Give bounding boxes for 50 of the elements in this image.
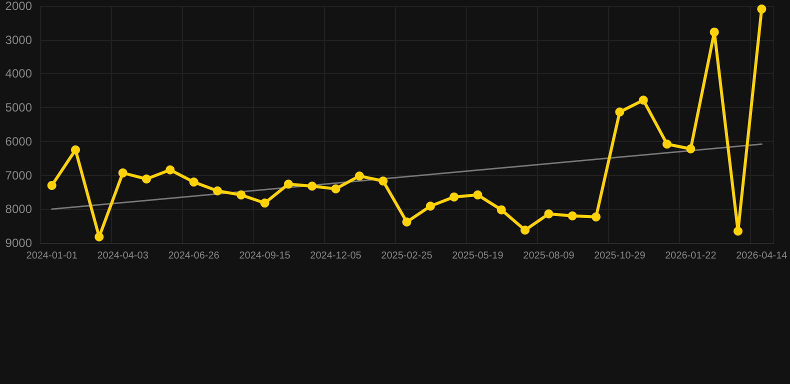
- point: [734, 226, 742, 236]
- point: [308, 182, 317, 191]
- x-tick-label: 2025-08-09: [523, 250, 575, 262]
- x-tick-label: 2025-05-19: [452, 250, 504, 262]
- point: [568, 211, 577, 220]
- point: [520, 226, 530, 235]
- y-tick-label: 3000: [5, 32, 32, 47]
- x-tick-label: 2024-04-03: [97, 250, 149, 262]
- y-tick-label: 9000: [5, 236, 32, 250]
- point: [592, 212, 601, 222]
- point: [450, 192, 459, 202]
- point: [662, 140, 672, 149]
- y-tick-label: 2000: [5, 0, 32, 13]
- y-tick-label: 4000: [5, 66, 32, 81]
- x-tick-label: 2026-04-14: [736, 250, 788, 262]
- x-tick-label: 2024-12-05: [310, 250, 362, 262]
- point: [378, 176, 388, 186]
- x-tick-label: 2025-10-29: [594, 250, 646, 262]
- y-tick-label: 8000: [5, 202, 32, 216]
- point: [284, 180, 293, 189]
- point: [331, 184, 340, 194]
- point: [118, 168, 128, 178]
- point: [236, 190, 246, 200]
- x-tick-label: 2024-09-15: [239, 250, 291, 262]
- x-tick-label: 2026-01-22: [665, 250, 717, 262]
- point: [94, 232, 104, 242]
- point: [757, 4, 766, 14]
- point: [686, 144, 696, 154]
- point: [402, 218, 412, 227]
- point: [142, 174, 151, 184]
- point: [638, 96, 648, 105]
- y-tick-label: 5000: [5, 100, 32, 115]
- point: [212, 186, 222, 196]
- point: [615, 107, 624, 116]
- x-tick-label: 2025-02-25: [381, 250, 433, 262]
- point: [260, 198, 270, 208]
- point: [496, 205, 506, 214]
- point: [71, 145, 80, 154]
- x-tick-label: 2024-06-26: [168, 250, 220, 262]
- point: [473, 190, 482, 200]
- point: [354, 171, 364, 180]
- point: [47, 180, 56, 190]
- point: [166, 165, 175, 174]
- point: [710, 28, 719, 37]
- point: [189, 178, 198, 187]
- y-tick-label: 7000: [5, 168, 32, 182]
- x-tick-label: 2024-01-01: [26, 250, 78, 262]
- point: [426, 202, 435, 211]
- y-tick-label: 6000: [5, 134, 32, 148]
- point: [544, 209, 554, 218]
